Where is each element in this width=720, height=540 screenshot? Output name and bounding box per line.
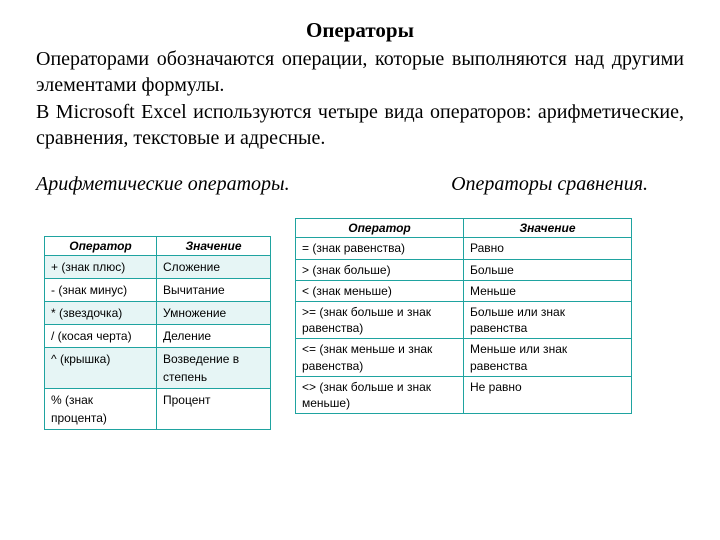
cell-meaning: Умножение [157, 302, 271, 325]
subheadings-row: Арифметические операторы. Операторы срав… [36, 173, 684, 196]
cell-operator: - (знак минус) [45, 279, 157, 302]
cell-meaning: Меньше [464, 280, 632, 301]
cell-meaning: Больше или знак равенства [464, 301, 632, 338]
comparison-operators-table: Оператор Значение = (знак равенства)Равн… [295, 218, 632, 414]
table-row: > (знак больше)Больше [296, 259, 632, 280]
cell-operator: ^ (крышка) [45, 348, 157, 389]
arithmetic-operators-table: Оператор Значение + (знак плюс)Сложение … [44, 236, 271, 430]
table-row: <> (знак больше и знак меньше)Не равно [296, 376, 632, 413]
cell-meaning: Деление [157, 325, 271, 348]
table-row: >= (знак больше и знак равенства)Больше … [296, 301, 632, 338]
table-row: % (знак процента)Процент [45, 389, 271, 430]
cell-operator: > (знак больше) [296, 259, 464, 280]
table-header-row: Оператор Значение [45, 237, 271, 256]
table-row: / (косая черта)Деление [45, 325, 271, 348]
cell-operator: < (знак меньше) [296, 280, 464, 301]
cell-meaning: Вычитание [157, 279, 271, 302]
page-title: Операторы [36, 18, 684, 43]
subheading-arithmetic: Арифметические операторы. [36, 173, 290, 196]
cell-meaning: Больше [464, 259, 632, 280]
col-meaning: Значение [464, 219, 632, 238]
table-row: < (знак меньше)Меньше [296, 280, 632, 301]
col-meaning: Значение [157, 237, 271, 256]
cell-meaning: Сложение [157, 256, 271, 279]
paragraph-1: Операторами обозначаются операции, котор… [36, 47, 684, 98]
cell-operator: + (знак плюс) [45, 256, 157, 279]
tables-container: Оператор Значение + (знак плюс)Сложение … [36, 218, 684, 430]
col-operator: Оператор [296, 219, 464, 238]
cell-operator: / (косая черта) [45, 325, 157, 348]
cell-meaning: Не равно [464, 376, 632, 413]
cell-meaning: Меньше или знак равенства [464, 339, 632, 376]
table-header-row: Оператор Значение [296, 219, 632, 238]
cell-meaning: Процент [157, 389, 271, 430]
cell-operator: * (звездочка) [45, 302, 157, 325]
table-row: = (знак равенства)Равно [296, 238, 632, 259]
table-row: <= (знак меньше и знак равенства)Меньше … [296, 339, 632, 376]
table-row: + (знак плюс)Сложение [45, 256, 271, 279]
paragraph-2: В Microsoft Excel используются четыре ви… [36, 100, 684, 151]
cell-operator: <= (знак меньше и знак равенства) [296, 339, 464, 376]
cell-meaning: Равно [464, 238, 632, 259]
table-row: - (знак минус)Вычитание [45, 279, 271, 302]
subheading-comparison: Операторы сравнения. [451, 173, 648, 196]
col-operator: Оператор [45, 237, 157, 256]
cell-operator: % (знак процента) [45, 389, 157, 430]
cell-operator: >= (знак больше и знак равенства) [296, 301, 464, 338]
cell-meaning: Возведение в степень [157, 348, 271, 389]
cell-operator: <> (знак больше и знак меньше) [296, 376, 464, 413]
cell-operator: = (знак равенства) [296, 238, 464, 259]
table-row: * (звездочка)Умножение [45, 302, 271, 325]
table-row: ^ (крышка)Возведение в степень [45, 348, 271, 389]
